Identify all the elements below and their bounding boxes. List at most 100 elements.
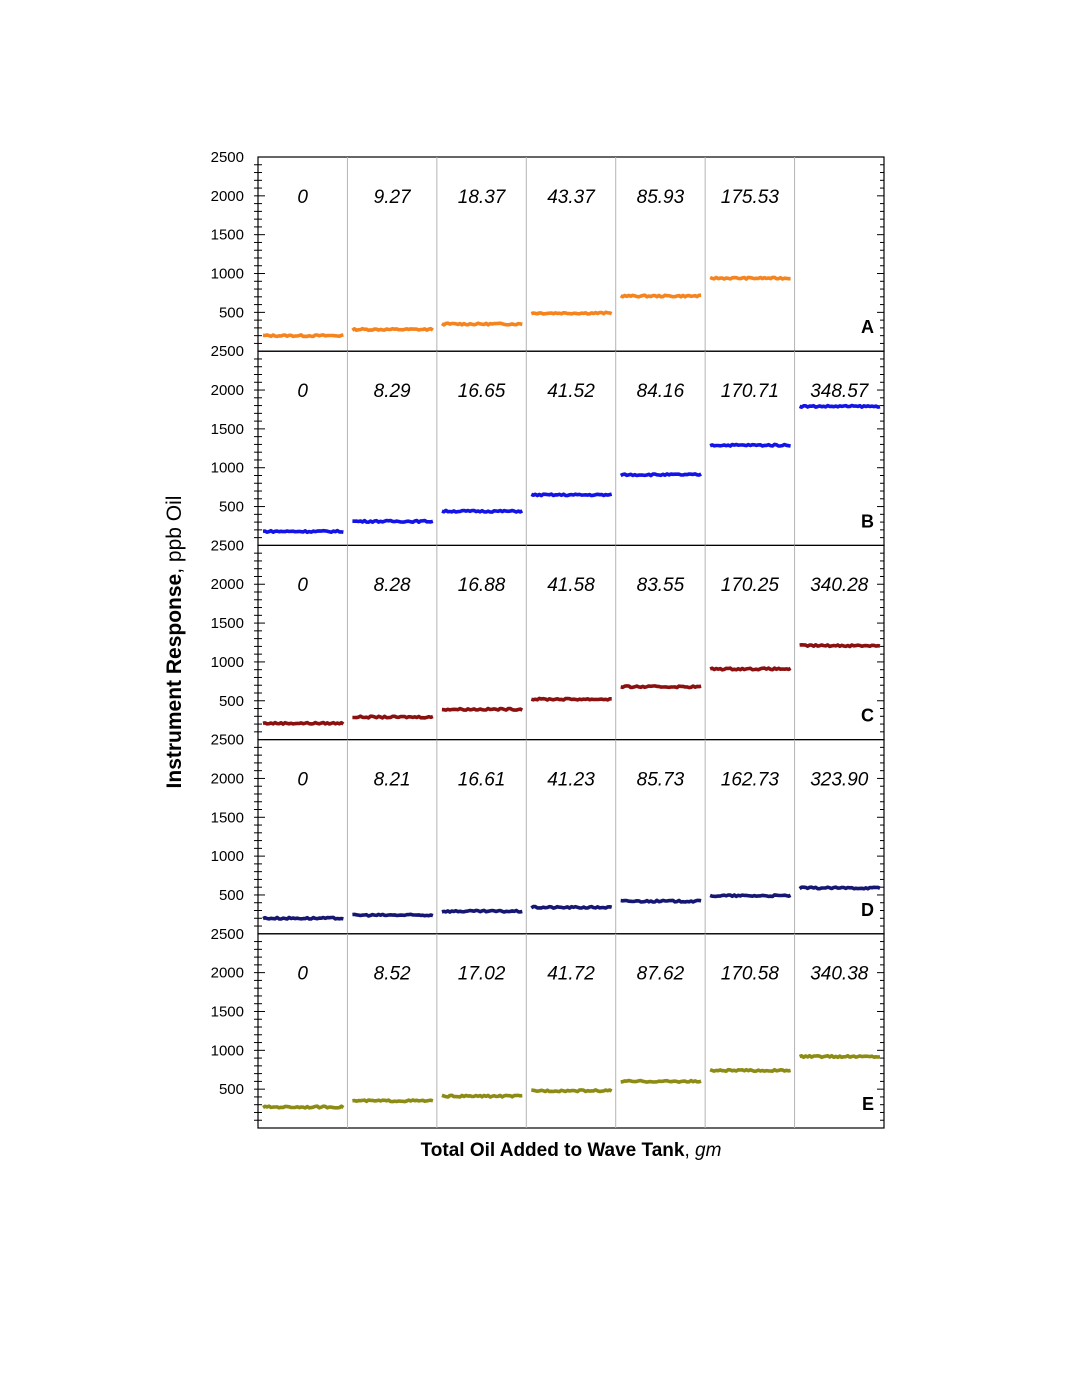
segment-label: 41.72 — [547, 964, 595, 985]
segment-label: 8.52 — [374, 964, 411, 985]
y-tick-label: 1000 — [211, 266, 244, 283]
segment-label: 41.23 — [547, 769, 595, 790]
segment-label: 43.37 — [547, 187, 596, 208]
segment-label: 85.93 — [637, 187, 685, 208]
data-trace — [530, 310, 613, 316]
segment-label: 16.65 — [458, 381, 506, 402]
segment-label: 8.29 — [374, 381, 411, 402]
x-axis-title-sep: , — [684, 1140, 695, 1161]
segment-label: 170.25 — [721, 575, 780, 596]
y-tick-label: 1000 — [211, 460, 244, 477]
data-trace — [709, 1067, 792, 1074]
y-tick-label: 500 — [219, 499, 244, 516]
y-tick-label: 1000 — [211, 848, 244, 865]
panel-letter: E — [862, 1094, 874, 1114]
y-axis-title-bold: Instrument Response — [163, 574, 186, 789]
data-trace — [798, 1053, 881, 1060]
panel-letter: D — [861, 900, 874, 920]
y-tick-label: 1500 — [211, 227, 244, 244]
data-trace — [709, 275, 791, 281]
segment-label: 17.02 — [458, 964, 506, 985]
y-tick-label: 1500 — [211, 1003, 244, 1020]
data-trace — [620, 1078, 702, 1084]
data-trace — [709, 893, 792, 899]
segment-label: 87.62 — [637, 964, 685, 985]
y-tick-label: 2000 — [211, 770, 244, 787]
segment-label: 0 — [297, 964, 308, 985]
segment-label: 18.37 — [458, 187, 507, 208]
y-tick-label: 2000 — [211, 382, 244, 399]
segment-label: 340.28 — [810, 575, 869, 596]
y-tick-label: 2500 — [211, 537, 244, 554]
y-axis-title-unit: , ppb Oil — [163, 496, 186, 574]
data-trace — [352, 1098, 434, 1104]
y-axis-title: Instrument Response, ppb Oil — [163, 496, 186, 789]
data-trace — [262, 720, 345, 726]
x-axis-title: Total Oil Added to Wave Tank, gm — [421, 1140, 722, 1161]
y-tick-label: 2000 — [211, 188, 244, 205]
data-trace — [441, 508, 524, 514]
segment-label: 8.28 — [374, 575, 411, 596]
y-tick-label: 500 — [219, 1081, 244, 1098]
segment-label: 162.73 — [721, 769, 780, 790]
data-trace — [709, 442, 791, 448]
data-trace — [441, 706, 524, 712]
data-trace — [530, 904, 613, 910]
segment-label: 16.61 — [458, 769, 506, 790]
panel-c: 500 1000 1500 2000 2500 0 8.28 16.88 41.58 83.55 1… — [211, 537, 885, 741]
data-trace — [262, 528, 344, 535]
data-trace — [441, 1093, 523, 1099]
data-trace — [798, 403, 881, 409]
data-trace — [531, 1088, 613, 1094]
data-trace — [441, 908, 523, 914]
y-tick-label: 500 — [219, 887, 244, 904]
data-trace — [619, 472, 702, 478]
data-trace — [798, 885, 881, 891]
segment-label: 9.27 — [374, 187, 412, 208]
segment-label: 0 — [297, 769, 308, 790]
segment-label: 0 — [297, 575, 308, 596]
panel-d: 500 1000 1500 2000 2500 0 8.21 16.61 41.23 85.73 1… — [211, 732, 885, 935]
segment-label: 16.88 — [458, 575, 506, 596]
data-trace — [709, 666, 792, 672]
y-tick-label: 1000 — [211, 654, 244, 671]
segment-label: 348.57 — [810, 381, 870, 402]
segment-label: 0 — [297, 381, 308, 402]
segment-label: 41.58 — [547, 575, 595, 596]
segment-label: 340.38 — [810, 964, 869, 985]
panel-letter: B — [861, 511, 874, 531]
x-axis-title-unit: gm — [695, 1140, 721, 1161]
y-tick-label: 1000 — [211, 1042, 244, 1059]
segment-label: 0 — [297, 187, 308, 208]
y-tick-label: 2500 — [211, 343, 244, 360]
panel-e: 500 1000 1500 2000 2500 0 8.52 17.02 41.72 87.62 1… — [211, 926, 885, 1129]
segment-label: 84.16 — [637, 381, 685, 402]
y-tick-label: 1500 — [211, 421, 244, 438]
data-trace — [262, 915, 344, 921]
segment-label: 170.58 — [721, 964, 780, 985]
segment-label: 175.53 — [721, 187, 780, 208]
segment-label: 170.71 — [721, 381, 779, 402]
y-tick-label: 500 — [219, 304, 244, 321]
data-trace — [530, 696, 612, 702]
data-trace — [799, 643, 881, 649]
panel-b: 500 1000 1500 2000 2500 0 8.29 16.65 41.52 84.16 1… — [211, 343, 885, 547]
panel-letter: A — [861, 317, 874, 337]
segment-label: 85.73 — [637, 769, 685, 790]
segment-label: 41.52 — [547, 381, 595, 402]
segment-label: 323.90 — [810, 769, 869, 790]
data-trace — [352, 912, 434, 918]
data-trace — [530, 492, 613, 498]
y-tick-label: 500 — [219, 693, 244, 710]
y-tick-label: 2500 — [211, 926, 244, 943]
panel-a: 500 1000 1500 2000 2500 0 9.27 18.37 43.37 85.93 1… — [211, 149, 885, 352]
data-trace — [619, 293, 702, 299]
segment-label: 83.55 — [637, 575, 685, 596]
data-trace — [620, 684, 702, 690]
y-tick-label: 1500 — [211, 809, 244, 826]
panel-letter: C — [861, 706, 874, 726]
data-trace — [351, 326, 434, 333]
segment-label: 8.21 — [374, 769, 411, 790]
y-tick-label: 2000 — [211, 965, 244, 982]
